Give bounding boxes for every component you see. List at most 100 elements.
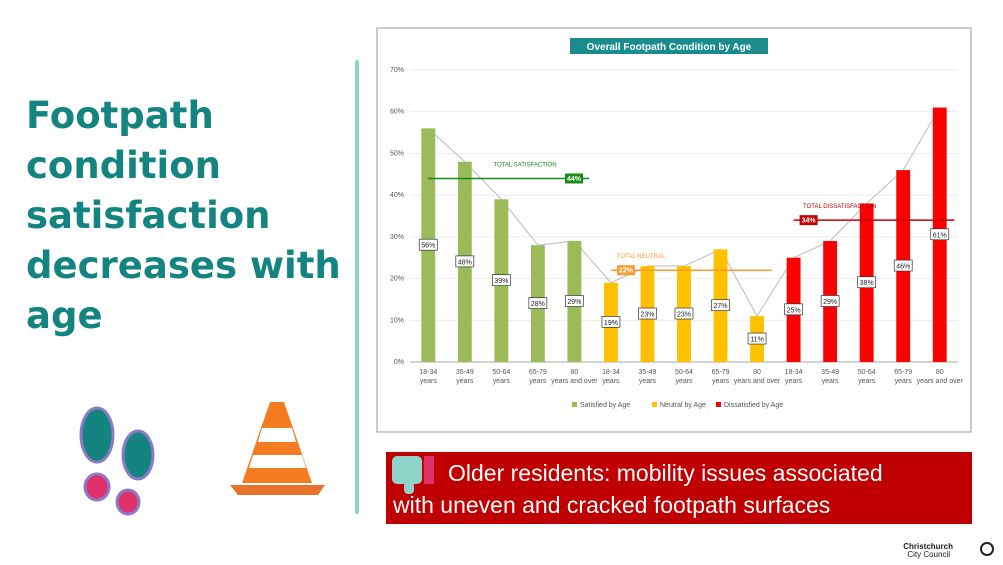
total-value-label: 44% bbox=[567, 176, 582, 183]
x-tick-label: 35-49 years bbox=[456, 369, 474, 385]
y-tick-label: 60% bbox=[390, 109, 404, 116]
legend-swatch bbox=[652, 402, 657, 407]
value-label: 56% bbox=[421, 243, 435, 250]
headline: age bbox=[26, 294, 103, 337]
x-tick-line: years bbox=[602, 378, 620, 385]
total-label: TOTAL SATISFACTION bbox=[493, 162, 556, 168]
total-label: TOTAL DISSATISFACTION bbox=[803, 204, 876, 210]
footprints bbox=[79, 406, 155, 516]
x-tick-line: years and over bbox=[917, 378, 964, 385]
value-label-box bbox=[565, 295, 584, 307]
x-tick-line: 50-64 bbox=[858, 369, 876, 376]
chart-title-bg bbox=[570, 38, 768, 54]
y-tick-label: 10% bbox=[390, 317, 404, 324]
value-label-box bbox=[418, 238, 438, 251]
x-tick-line: 35-49 bbox=[639, 369, 657, 376]
y-tick-label: 20% bbox=[390, 276, 404, 283]
x-tick-line: 65-79 bbox=[712, 369, 730, 376]
x-tick-label: 80 years and over bbox=[734, 369, 781, 385]
value-label: 28% bbox=[531, 301, 545, 308]
traffic-cone bbox=[230, 402, 325, 495]
value-label-box bbox=[857, 276, 877, 289]
y-tick-label: 50% bbox=[390, 150, 404, 157]
x-tick-label: 65-79 years bbox=[712, 369, 730, 385]
x-tick-line: years bbox=[895, 378, 913, 385]
x-tick-line: years bbox=[858, 378, 876, 385]
legend-swatch bbox=[572, 402, 577, 407]
x-tick-label: 65-79 years bbox=[894, 369, 912, 385]
x-tick-line: 18-34 bbox=[602, 369, 620, 376]
headline: condition bbox=[26, 144, 221, 187]
value-label: 19% bbox=[604, 320, 618, 327]
y-tick-label: 0% bbox=[394, 359, 404, 366]
legend-swatch bbox=[716, 402, 721, 407]
x-tick-label: 80 years and over bbox=[551, 369, 598, 385]
value-label: 29% bbox=[567, 299, 581, 306]
x-tick-line: years bbox=[456, 378, 474, 385]
value-label: 38% bbox=[860, 280, 874, 287]
x-tick-line: 65-79 bbox=[894, 369, 912, 376]
logo-icon bbox=[980, 542, 994, 556]
x-tick-line: 80 bbox=[753, 369, 761, 376]
value-label: 46% bbox=[896, 264, 910, 271]
x-tick-label: 80 years and over bbox=[917, 369, 964, 385]
value-label-box bbox=[638, 307, 657, 320]
x-tick-label: 65-79 years bbox=[529, 369, 547, 385]
logo-text: Christchurch bbox=[903, 542, 953, 551]
value-label-box bbox=[930, 228, 950, 241]
x-tick-label: 18-34 years bbox=[419, 369, 437, 385]
x-tick-line: 65-79 bbox=[529, 369, 547, 376]
x-tick-line: years bbox=[675, 378, 693, 385]
value-label: 29% bbox=[823, 299, 837, 306]
value-label-box bbox=[674, 307, 694, 320]
x-tick-line: 80 bbox=[936, 369, 944, 376]
value-label-box bbox=[784, 303, 803, 316]
x-tick-line: 18-34 bbox=[785, 369, 803, 376]
value-label-box bbox=[491, 274, 511, 287]
x-tick-line: 50-64 bbox=[492, 369, 510, 376]
value-label: 39% bbox=[494, 278, 508, 285]
total-value-label: 22% bbox=[619, 268, 634, 275]
banner-text: Older residents: mobility issues associa… bbox=[448, 460, 883, 486]
x-tick-label: 18-34 years bbox=[785, 369, 803, 385]
x-tick-label: 50-64 years bbox=[858, 369, 876, 385]
total-label-box bbox=[799, 215, 818, 226]
x-tick-label: 50-64 years bbox=[492, 369, 510, 385]
headline: satisfaction bbox=[26, 194, 271, 237]
value-label: 11% bbox=[750, 337, 764, 344]
x-tick-line: 35-49 bbox=[821, 369, 839, 376]
logo-text: City Council bbox=[907, 550, 950, 559]
x-tick-line: years bbox=[822, 378, 840, 385]
value-label: 27% bbox=[714, 303, 728, 310]
value-label-box bbox=[711, 299, 730, 312]
x-tick-line: years and over bbox=[734, 378, 781, 385]
x-tick-line: 18-34 bbox=[419, 369, 437, 376]
value-label: 23% bbox=[640, 312, 654, 319]
value-label-box bbox=[893, 259, 913, 272]
banner-text: with uneven and cracked footpath surface… bbox=[392, 492, 830, 518]
legend-label: Dissatisfied by Age bbox=[724, 402, 783, 409]
x-tick-line: years bbox=[785, 378, 803, 385]
banner bbox=[386, 452, 972, 524]
thumbs-down-icon bbox=[392, 456, 434, 494]
value-label-box bbox=[455, 255, 475, 268]
x-tick-label: 35-49 years bbox=[821, 369, 839, 385]
x-tick-label: 50-64 years bbox=[675, 369, 693, 385]
x-tick-line: years bbox=[712, 378, 730, 385]
value-label-box bbox=[528, 297, 548, 309]
legend-label: Neutral by Age bbox=[660, 402, 706, 409]
total-label-box bbox=[565, 173, 584, 184]
x-tick-line: 50-64 bbox=[675, 369, 693, 376]
chart-title: Overall Footpath Condition by Age bbox=[587, 42, 752, 53]
x-tick-line: years bbox=[639, 378, 657, 385]
x-tick-line: 35-49 bbox=[456, 369, 474, 376]
x-tick-label: 35-49 years bbox=[639, 369, 657, 385]
total-value-label: 34% bbox=[802, 218, 817, 225]
headline: decreases with bbox=[26, 244, 341, 287]
y-tick-label: 70% bbox=[390, 67, 404, 74]
total-label-box bbox=[616, 265, 635, 276]
value-label-box bbox=[747, 332, 767, 345]
x-tick-line: 80 bbox=[571, 369, 579, 376]
value-label: 23% bbox=[677, 312, 691, 319]
